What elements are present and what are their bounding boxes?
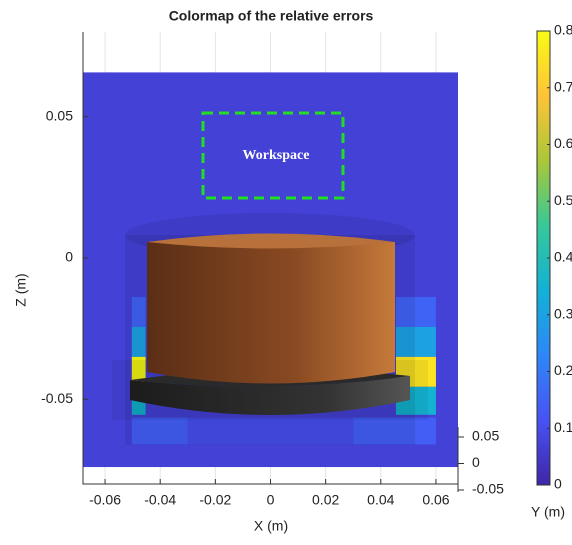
x-tick-label: 0.02 xyxy=(312,492,339,508)
x-tick-label: -0.04 xyxy=(144,492,176,508)
y-tick-label: -0.05 xyxy=(41,390,73,406)
y-tick-label: 0 xyxy=(65,249,73,265)
colorbar-tick-label: 0.7 xyxy=(554,78,572,94)
x-axis-label: X (m) xyxy=(254,518,288,534)
colorbar-tick-label: 0.2 xyxy=(554,362,572,378)
depth-tick-label: -0.05 xyxy=(472,481,504,497)
colorbar-tick-label: 0.8 xyxy=(554,22,572,38)
colorbar-tick-label: 0.1 xyxy=(554,419,572,435)
depth-tick-label: 0 xyxy=(472,454,480,470)
colorbar-tick-label: 0.5 xyxy=(554,192,572,208)
y-axis-label: Z (m) xyxy=(13,273,29,306)
annotation: Workspace xyxy=(243,148,310,163)
colorbar-tick-label: 0.6 xyxy=(554,135,572,151)
x-tick-label: -0.02 xyxy=(199,492,231,508)
chart: Workspace -0.06 -0.04 -0.02 0 0.02 0.04 0.06 -0… xyxy=(0,0,572,545)
colorbar-tick-label: 0.3 xyxy=(554,305,572,321)
colorbar-tick-label: 0.4 xyxy=(554,249,572,265)
colorbar-tick-label: 0 xyxy=(554,476,562,492)
x-tick-label: 0.06 xyxy=(422,492,449,508)
depth-tick-label: 0.05 xyxy=(472,428,499,444)
y-tick-label: 0.05 xyxy=(46,107,73,123)
x-tick-label: 0 xyxy=(267,492,275,508)
specimen-3d xyxy=(112,213,428,445)
chart-title: Colormap of the relative errors xyxy=(169,8,374,24)
depth-axis-label: Y (m) xyxy=(531,504,565,520)
x-tick-label: 0.04 xyxy=(367,492,394,508)
x-tick-label: -0.06 xyxy=(89,492,121,508)
